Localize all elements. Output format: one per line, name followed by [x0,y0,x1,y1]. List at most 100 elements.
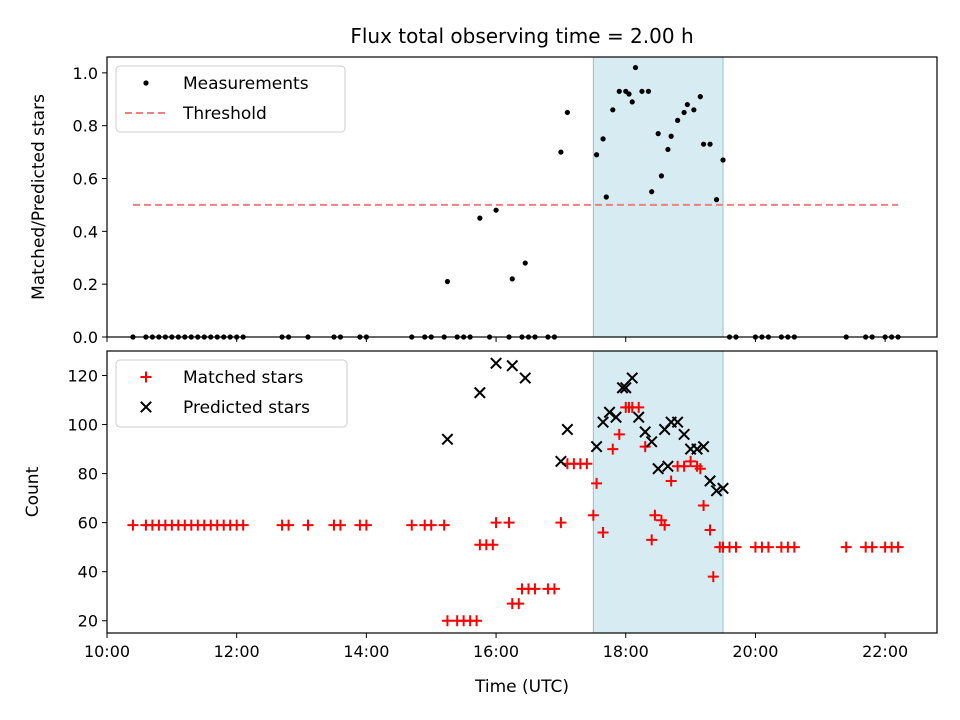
legend-swatch [140,401,152,413]
data-point [633,401,645,413]
data-point [678,460,690,472]
chart-title: Flux total observing time = 2.00 h [350,24,693,48]
y-tick-label: 40 [78,563,98,582]
data-point [558,149,564,155]
data-point [626,372,639,384]
data-point [360,519,372,531]
y-tick-label: 120 [67,367,98,386]
data-point [522,260,528,266]
data-point [645,88,652,94]
legend-item: Measurements [143,74,309,94]
data-point [441,615,453,627]
data-point [471,615,483,627]
x-tick-label: 18:00 [603,642,649,661]
data-point [639,88,645,94]
x-tick-label: 16:00 [473,642,519,661]
x-axis-label: Time (UTC) [474,677,569,697]
data-point [283,519,295,531]
data-point [646,534,658,546]
data-point [704,524,716,536]
legend: Measurements Threshold [115,65,346,133]
series-measurements [130,64,901,340]
data-point [555,517,567,529]
legend-swatch [143,80,149,86]
bottom-panel: 20 40 60 80 100 120 10:00 12:00 14:00 16:00 18:00 2… [23,350,938,661]
y-tick-label: 0.2 [73,275,98,294]
data-point [691,107,697,113]
data-point [655,131,661,137]
data-point [704,475,716,487]
data-point [477,215,483,221]
y-tick-label: 0.8 [73,117,98,136]
data-point [645,435,658,448]
data-point [665,475,677,487]
data-point [697,440,710,453]
data-point [127,519,139,531]
data-point [707,141,713,147]
y-tick-label: 0.4 [73,222,98,241]
data-point [610,411,622,424]
data-point [564,109,570,116]
data-point [237,519,249,531]
data-point [866,541,878,553]
data-point [490,517,502,529]
data-point [629,99,635,105]
data-point [632,411,645,424]
data-point [649,189,655,195]
data-point [554,455,567,468]
data-point [685,455,697,467]
data-point [503,517,515,529]
legend-box [115,65,346,133]
legend-item: Matched stars [140,368,303,388]
data-point [632,64,639,71]
data-point [652,462,665,475]
data-point [840,541,852,553]
data-point [607,443,619,455]
highlight-span [592,350,724,634]
data-point [697,94,703,100]
legend-label: Predicted stars [183,398,310,418]
x-tick-label: 10:00 [84,642,130,661]
data-point [616,88,622,94]
data-point [665,146,671,153]
legend-label: Threshold [182,104,267,124]
data-point [603,406,616,419]
y-tick-label: 20 [78,612,98,631]
data-point [334,519,346,531]
data-point [591,477,603,489]
y-axis-label: Matched/Predicted stars [29,94,49,300]
data-point [548,583,560,595]
data-point [710,484,723,497]
x-tick-label: 12:00 [214,642,260,661]
data-point [509,276,515,282]
data-point [698,499,710,511]
data-point [707,571,719,583]
data-point [659,519,671,531]
data-point [788,541,800,553]
x-tick-label: 20:00 [732,642,778,661]
data-point [619,381,632,394]
x-tick-label: 22:00 [862,642,908,661]
data-point [639,441,651,453]
data-point [668,133,674,139]
data-point [406,519,418,531]
y-axis-label: Count [23,466,43,517]
legend-label: Measurements [183,74,309,94]
y-tick-label: 80 [78,465,98,484]
data-point [639,426,652,438]
data-point [694,463,706,475]
data-point [597,526,609,538]
data-point [590,440,603,453]
highlight-span [592,56,724,338]
y-tick-label: 0.0 [73,328,98,347]
y-tick-label: 100 [67,416,98,435]
data-point [529,583,541,595]
y-tick-label: 1.0 [73,64,98,83]
data-point [438,519,450,531]
data-point [561,423,574,436]
data-point [441,433,454,446]
data-point [691,443,703,455]
x-tick-label: 14:00 [343,642,389,661]
data-point [587,509,599,521]
data-point [700,141,707,147]
